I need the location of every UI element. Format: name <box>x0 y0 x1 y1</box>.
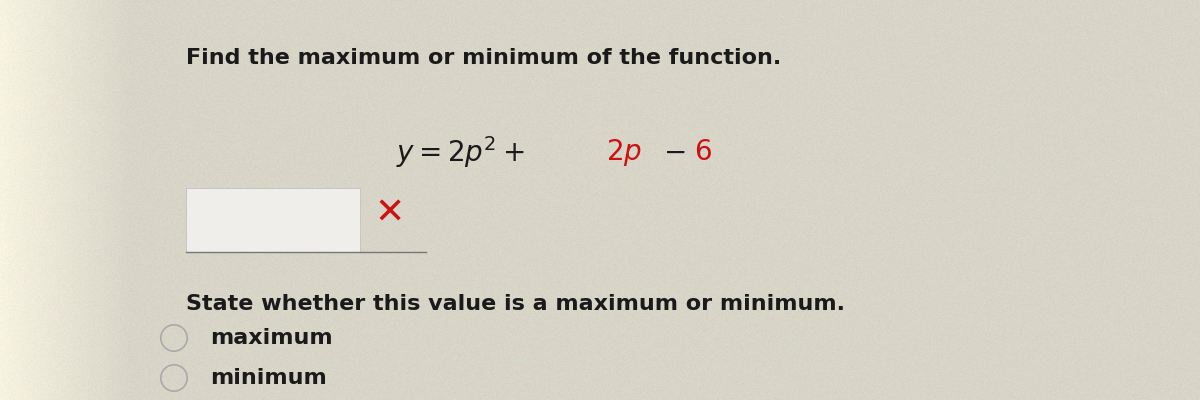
Text: $y = 2p^2 + $: $y = 2p^2 + $ <box>396 134 524 170</box>
Text: ✕: ✕ <box>374 197 406 231</box>
Text: maximum: maximum <box>210 328 332 348</box>
Text: $2p$: $2p$ <box>606 136 642 168</box>
FancyBboxPatch shape <box>186 188 360 252</box>
Text: minimum: minimum <box>210 368 326 388</box>
Text: $\,-\,$: $\,-\,$ <box>654 138 686 166</box>
Text: State whether this value is a maximum or minimum.: State whether this value is a maximum or… <box>186 294 845 314</box>
Text: $6$: $6$ <box>694 138 712 166</box>
Text: Find the maximum or minimum of the function.: Find the maximum or minimum of the funct… <box>186 48 781 68</box>
